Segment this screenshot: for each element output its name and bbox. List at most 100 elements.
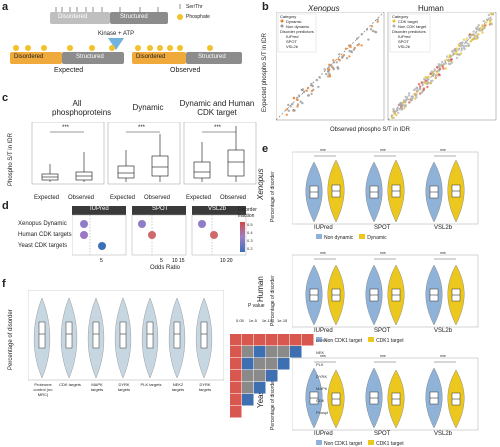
f-heat-title: P value	[248, 303, 265, 309]
panel-c-boxplots	[31, 122, 257, 185]
heat-cell	[254, 358, 266, 370]
e-sig: ***	[440, 149, 446, 155]
human-point	[487, 13, 491, 17]
human-point	[445, 55, 449, 58]
c-xtick-6: Observed	[220, 195, 247, 201]
xenopus-point	[349, 45, 352, 49]
f-violin-label: PLK targets	[140, 382, 162, 387]
human-point	[490, 22, 493, 26]
xenopus-point	[287, 103, 290, 107]
heat-cell	[254, 346, 266, 358]
xenopus-point	[337, 67, 340, 70]
obs-disordered-label: Disordered	[136, 54, 166, 60]
xenopus-point	[323, 68, 326, 71]
human-point	[464, 44, 468, 48]
human-point	[457, 48, 460, 51]
b-title-human: Human	[418, 4, 444, 13]
human-point	[424, 79, 428, 82]
panel-d-letter: d	[2, 200, 9, 212]
f-violin-label: MAPK targets	[90, 382, 104, 392]
legend-ser-thr: Ser/Thr	[186, 4, 203, 10]
b-title-xenopus: Xenopus	[308, 4, 340, 13]
human-point	[407, 94, 411, 97]
xenopus-point	[315, 79, 319, 82]
panel-a-diagram	[10, 4, 242, 64]
human-point	[414, 97, 417, 100]
human-point	[409, 99, 412, 102]
xenopus-point	[291, 102, 294, 106]
human-point	[441, 65, 444, 68]
human-point	[454, 49, 457, 52]
xenopus-point	[299, 100, 302, 103]
obs-structured-label: Structured	[198, 54, 226, 60]
human-point	[391, 116, 394, 120]
human-point	[465, 37, 468, 40]
top-structured-label: Structured	[120, 14, 148, 20]
human-point	[478, 29, 481, 32]
human-point	[420, 81, 423, 84]
xenopus-point	[344, 47, 348, 50]
e-xtick: SPOT	[374, 225, 391, 231]
human-point	[434, 76, 437, 80]
top-disordered-label: Disordered	[58, 14, 88, 20]
e-xtick: SPOT	[374, 328, 391, 334]
panel-d-forest: 5 5 10 15 10 20	[72, 206, 247, 264]
e-sig: ***	[440, 252, 446, 258]
human-point	[447, 62, 451, 66]
human-point	[477, 24, 480, 27]
heat-row-label: MAPK	[316, 386, 328, 391]
c-xtick-4: Observed	[144, 195, 171, 201]
heat-cell	[278, 334, 290, 346]
e-species-human: Human	[256, 276, 265, 302]
heat-cell	[230, 394, 242, 406]
human-point	[419, 85, 422, 88]
human-point	[455, 47, 458, 50]
xenopus-point	[330, 65, 334, 68]
human-point	[424, 82, 427, 85]
human-point	[468, 33, 472, 36]
d-legend-ticks: 0.5 0.4 0.3 0.2	[247, 222, 253, 251]
human-point	[415, 86, 418, 89]
human-point	[476, 36, 479, 39]
xenopus-point	[301, 101, 304, 105]
human-point	[390, 114, 394, 117]
e-legend: Non CDK1 target CDK1 target	[316, 337, 404, 344]
xenopus-point	[360, 44, 363, 47]
xenopus-point	[376, 18, 379, 21]
f-heatmap: DYRK NEK PLK DYRK MAPK CDK Phospho proteome	[230, 334, 351, 418]
human-point	[479, 27, 482, 30]
human-point	[453, 52, 456, 55]
human-point	[476, 28, 479, 31]
heat-row-label: PLK	[316, 362, 324, 367]
human-point	[487, 17, 490, 20]
heat-cell	[242, 370, 254, 382]
human-point	[408, 101, 411, 104]
human-point	[422, 88, 425, 92]
e-legend: Non dynamic Dynamic	[316, 234, 387, 241]
c-title-dyn-cdk: Dynamic and Human CDK target	[179, 99, 255, 117]
xenopus-point	[341, 56, 344, 59]
xenopus-point	[349, 44, 352, 47]
e-sig: ***	[320, 252, 326, 258]
e-sig: ***	[380, 252, 386, 258]
e-sig: ***	[440, 355, 446, 361]
human-point	[459, 52, 463, 55]
structured-segment	[110, 12, 168, 24]
human-point	[459, 44, 462, 48]
c-xtick-2: Observed	[68, 195, 95, 201]
c-xtick-3: Expected	[110, 195, 136, 201]
human-point	[416, 89, 419, 93]
human-point	[451, 49, 454, 53]
e-xtick: SPOT	[374, 431, 391, 437]
exp-structured-label: Structured	[76, 54, 104, 60]
heat-cell	[230, 370, 242, 382]
heat-cell	[230, 406, 242, 418]
human-point	[427, 75, 430, 79]
f-violin-label: CDK targets	[59, 382, 81, 387]
xenopus-point	[353, 46, 356, 50]
human-point	[412, 88, 416, 92]
xenopus-point	[305, 89, 308, 92]
human-point	[472, 30, 475, 33]
human-point	[481, 31, 484, 34]
xenopus-point	[310, 89, 314, 93]
